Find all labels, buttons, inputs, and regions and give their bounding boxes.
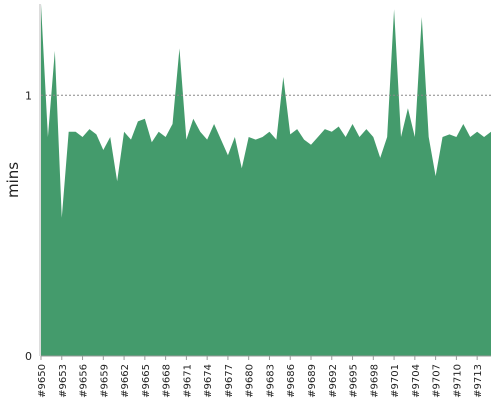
x-tick-label: #9704 — [411, 364, 422, 398]
plot-area — [39, 4, 491, 357]
series-area — [41, 4, 491, 356]
y-tick-label: 0 — [25, 350, 32, 363]
x-tick-label: #9707 — [432, 364, 443, 398]
x-tick-label: #9677 — [224, 364, 235, 398]
x-tick-label: #9650 — [37, 364, 48, 398]
y-tick-label: 1 — [25, 89, 32, 102]
x-tick-label: #9689 — [307, 364, 318, 398]
x-tick-label: #9671 — [182, 364, 193, 398]
x-tick-label: #9674 — [203, 364, 214, 398]
y-axis-label: mins — [4, 162, 22, 198]
x-axis-ticks: #9650 #9653 #9656 #9659 #9662 #9665 #9668 #9671… — [37, 356, 484, 398]
x-tick-label: #9713 — [473, 364, 484, 398]
x-tick-label: #9701 — [390, 364, 401, 398]
x-tick-label: #9698 — [369, 364, 380, 398]
y-axis-ticks: 01 — [25, 89, 32, 363]
x-tick-label: #9656 — [79, 364, 90, 398]
x-tick-label: #9686 — [286, 364, 297, 398]
x-tick-label: #9692 — [328, 364, 339, 398]
x-tick-label: #9710 — [452, 364, 463, 398]
x-tick-label: #9695 — [349, 364, 360, 398]
x-tick-label: #9662 — [120, 364, 131, 398]
x-tick-label: #9683 — [265, 364, 276, 398]
x-tick-label: #9653 — [58, 364, 69, 398]
x-tick-label: #9668 — [162, 364, 173, 398]
x-tick-label: #9680 — [245, 364, 256, 398]
x-tick-label: #9659 — [99, 364, 110, 398]
x-tick-label: #9665 — [141, 364, 152, 398]
